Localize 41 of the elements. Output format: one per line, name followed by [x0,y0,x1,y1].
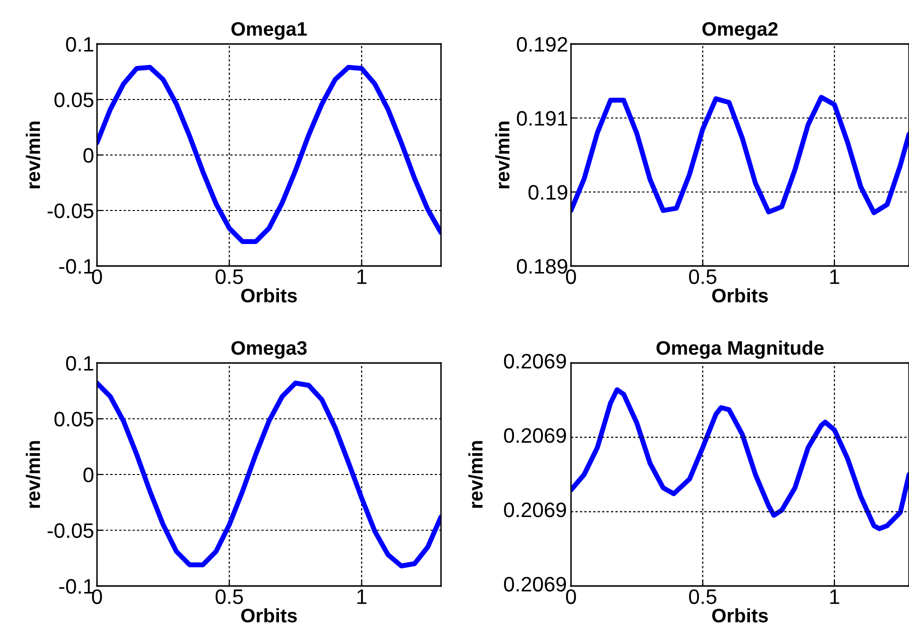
x-axis-title: Orbits [712,608,768,622]
chart-title: Omega1 [231,22,307,40]
y-axis-title: rev/min [468,441,483,508]
y-tick-label: 0.05 [54,92,94,108]
chart-title: Omega3 [231,341,307,359]
y-tick-label: 0 [83,468,94,482]
line-series [571,94,909,216]
y-tick-label: 0.1 [66,356,94,371]
y-tick-label: 0.192 [516,37,568,52]
line-series [97,380,441,568]
x-axis-title: Orbits [241,288,297,302]
y-axis-title: rev/min [26,122,40,188]
x-tick-label: 1 [357,270,366,284]
y-tick-label: -0.05 [48,204,94,218]
y-tick-label: -0.1 [59,259,94,274]
x-tick-label: 0.5 [216,269,243,284]
y-tick-label: 0.1 [66,37,94,52]
text: 0.2069 [504,502,566,518]
text: 0.2069 [504,354,566,369]
y-axis-title: rev/min [495,122,510,188]
x-tick-label: 0.5 [689,589,716,604]
x-tick-label: 0.5 [216,589,243,604]
y-tick-label: 0.05 [54,412,94,427]
text: 0.2069 [504,576,566,592]
y-tick-label: 0.191 [516,111,568,126]
x-tick-label: 1 [357,590,366,604]
y-tick-label: -0.05 [48,523,94,538]
x-tick-label: 0.5 [689,269,716,284]
x-tick-label: 1 [830,270,840,284]
x-tick-label: 1 [830,590,840,604]
x-axis-title: Orbits [241,608,297,622]
y-tick-label: 0.19 [528,185,568,200]
x-axis-title: Orbits [712,288,768,302]
y-tick-label: -0.1 [59,579,94,594]
chart-title: Omega Magnitude [656,340,824,359]
y-tick-label: 0 [83,148,94,163]
y-tick-label: 0.189 [516,259,568,274]
text: 0.2069 [504,428,566,443]
y-axis-title: rev/min [26,441,40,508]
chart-title: Omega2 [702,22,778,40]
line-series [97,64,441,244]
